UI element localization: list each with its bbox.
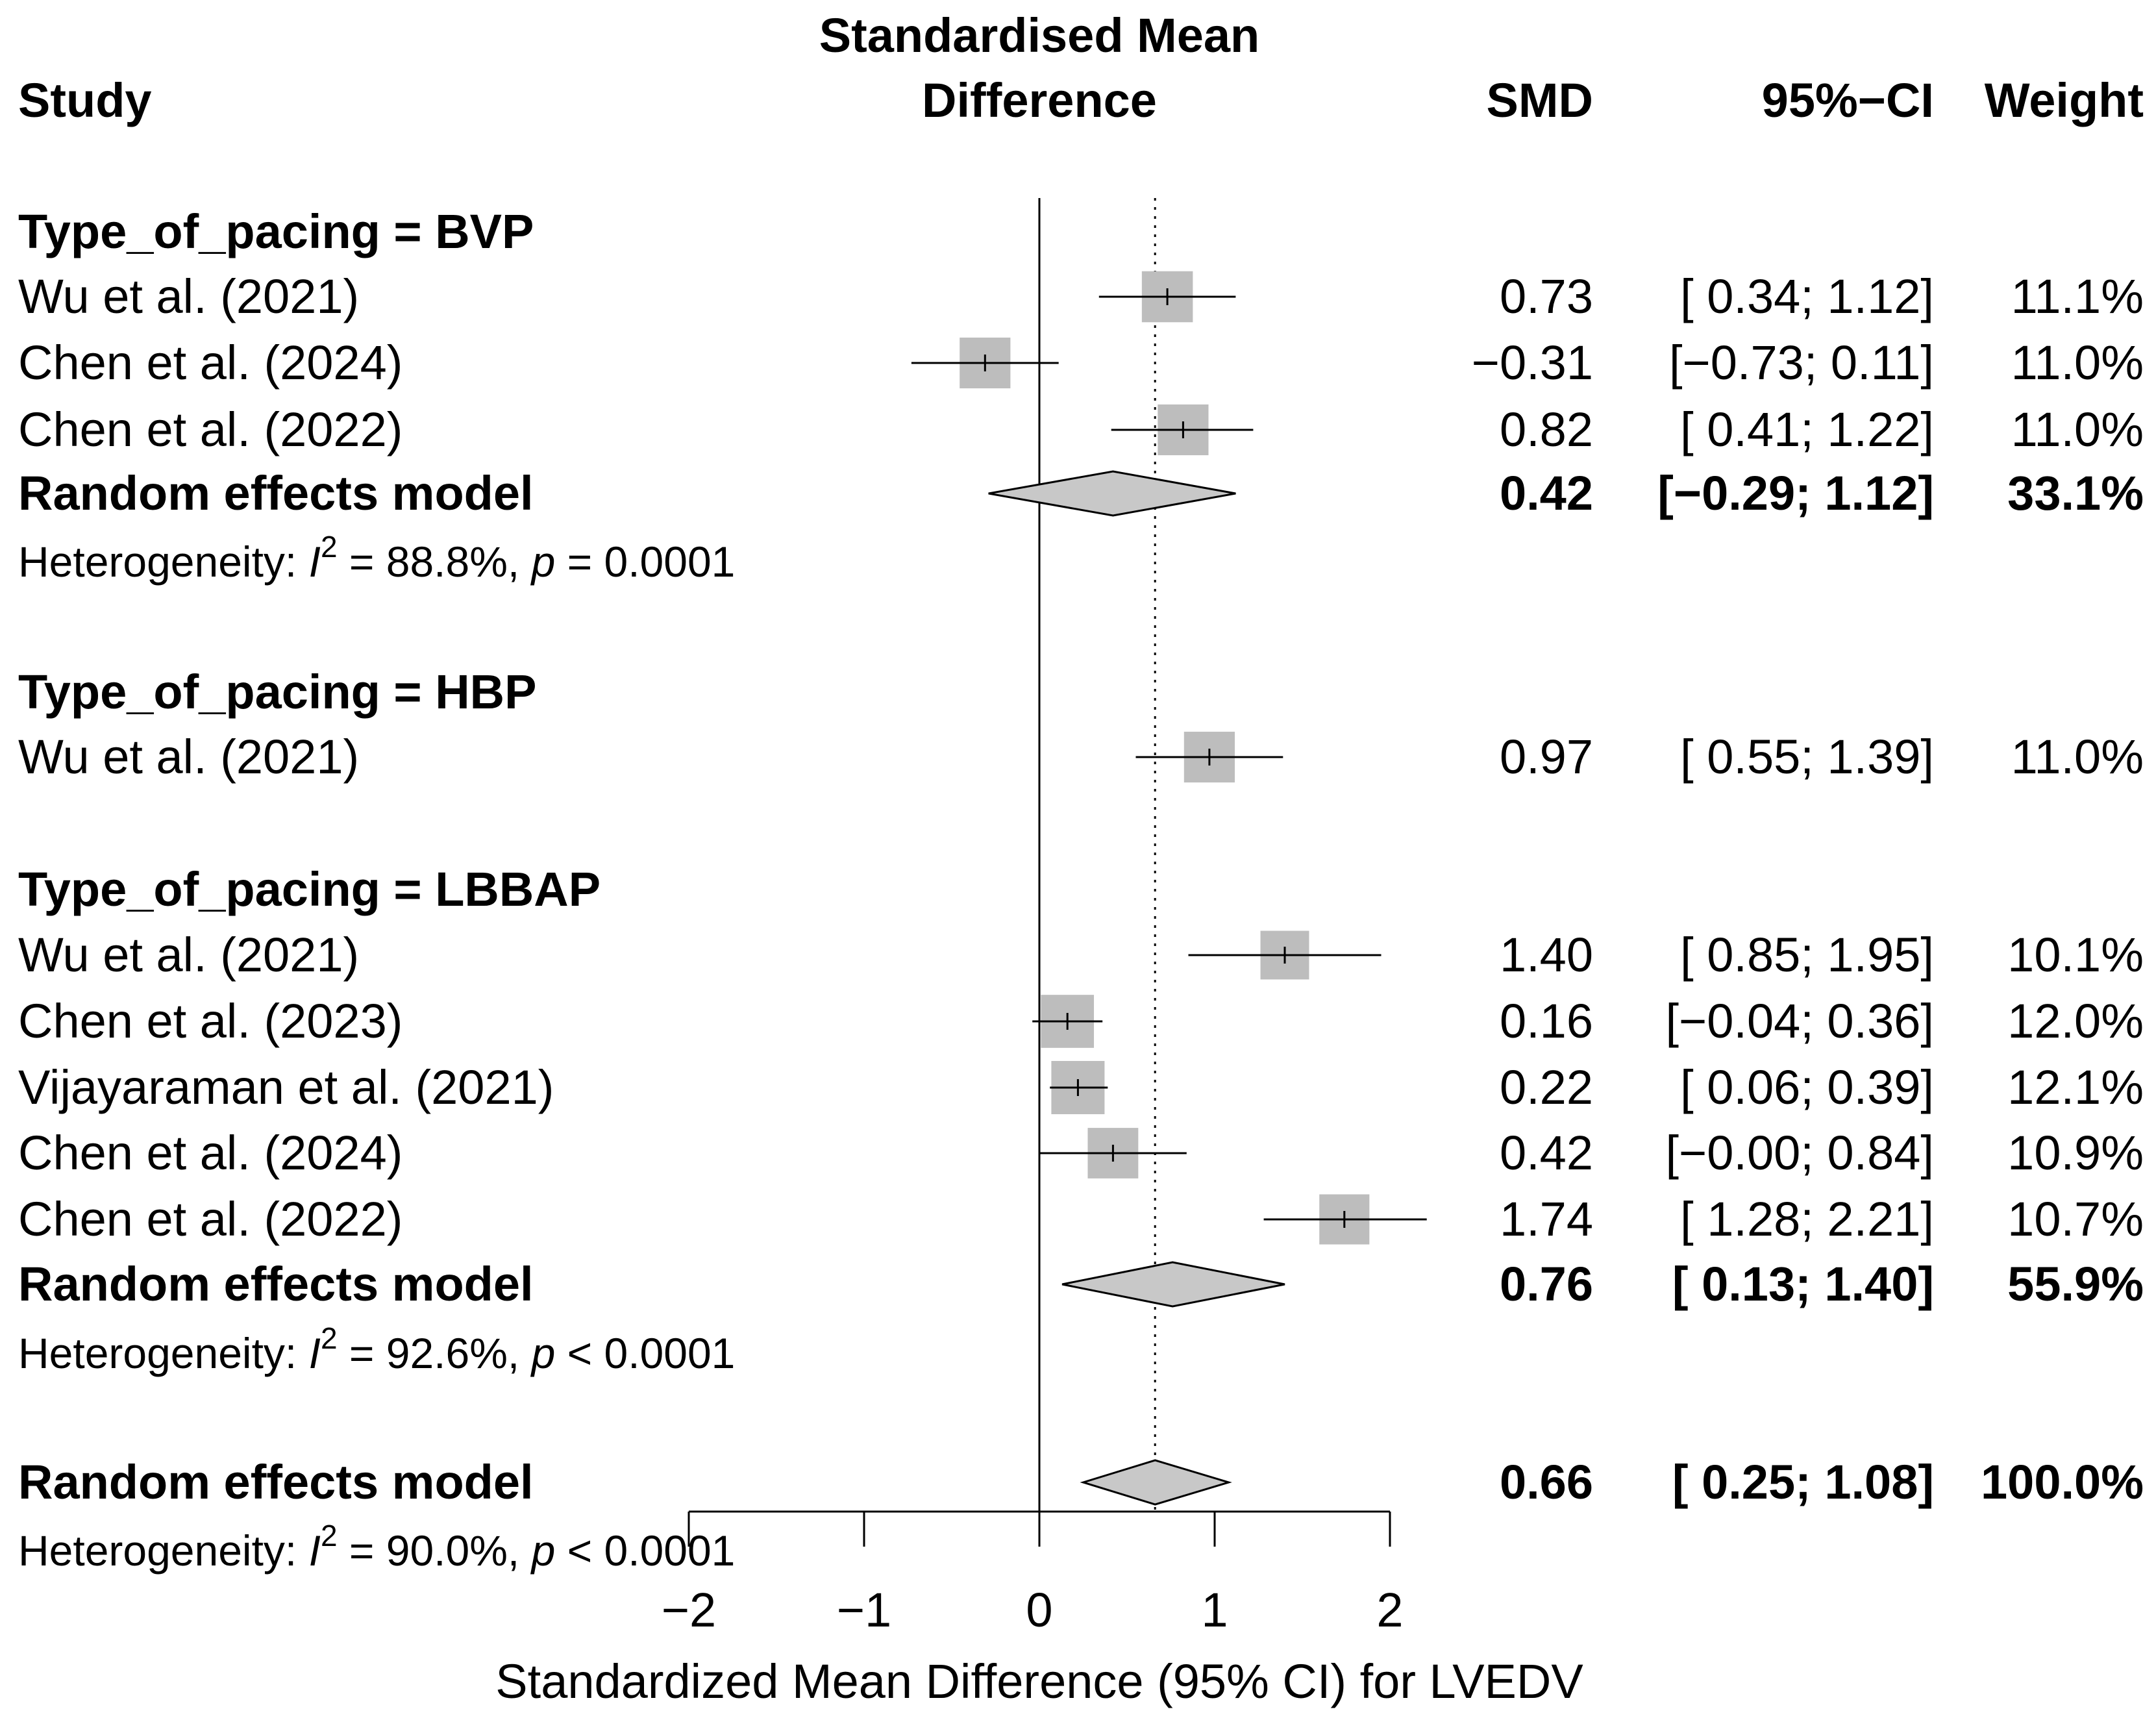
study-2-4-ci: [ 1.28; 2.21] [1680, 1192, 1934, 1246]
pooled-0-label: Random effects model [18, 466, 534, 520]
study-1-0-weight: 11.0% [2011, 730, 2144, 784]
study-2-2-ci: [ 0.06; 0.39] [1680, 1060, 1934, 1114]
pooled-2-weight: 55.9% [2007, 1257, 2144, 1311]
pooled-2-ci: [ 0.13; 1.40] [1672, 1257, 1934, 1311]
reference-lines [688, 198, 1391, 1547]
heterogeneity-2: Heterogeneity: I2 = 92.6%, p < 0.0001 [18, 1321, 735, 1377]
study-0-2-ci: [ 0.41; 1.22] [1680, 403, 1934, 456]
header-smd: SMD [1487, 73, 1593, 127]
heterogeneity-overall: Heterogeneity: I2 = 90.0%, p < 0.0001 [18, 1519, 735, 1575]
study-0-0-smd: 0.73 [1500, 269, 1593, 323]
study-2-1-weight: 12.0% [2007, 994, 2144, 1048]
header-study: Study [18, 73, 152, 127]
study-0-1-ci: [−0.73; 0.11] [1669, 336, 1934, 390]
x-tick-label-4: 2 [1376, 1583, 1403, 1637]
study-0-2-name: Chen et al. (2022) [18, 403, 403, 456]
heterogeneity-part-0: Heterogeneity: [18, 1527, 309, 1575]
study-0-0-name: Wu et al. (2021) [18, 269, 359, 323]
study-2-3-name: Chen et al. (2024) [18, 1126, 403, 1180]
study-2-0-name: Wu et al. (2021) [18, 928, 359, 982]
study-0-2-smd: 0.82 [1500, 403, 1593, 456]
study-2-0-weight: 10.1% [2007, 928, 2144, 982]
study-2-1-name: Chen et al. (2023) [18, 994, 403, 1048]
heterogeneity-part-5: < 0.0001 [555, 1329, 735, 1377]
group-label-2: Type_of_pacing = LBBAP [18, 862, 601, 916]
x-tick-label-3: 1 [1201, 1583, 1228, 1637]
heterogeneity-0: Heterogeneity: I2 = 88.8%, p = 0.0001 [18, 530, 735, 586]
study-2-1-ci: [−0.04; 0.36] [1665, 994, 1934, 1048]
study-2-2-weight: 12.1% [2007, 1060, 2144, 1114]
overall-label: Random effects model [18, 1455, 534, 1509]
header-smd-title-line2: Difference [922, 73, 1157, 127]
heterogeneity-part-4: p [530, 1329, 556, 1377]
x-axis-label: Standardized Mean Difference (95% CI) fo… [495, 1654, 1583, 1708]
study-0-2-weight: 11.0% [2011, 403, 2144, 456]
study-1-0-name: Wu et al. (2021) [18, 730, 359, 784]
heterogeneity-part-4: p [530, 1527, 556, 1575]
study-2-0-smd: 1.40 [1500, 928, 1593, 982]
study-2-3-smd: 0.42 [1500, 1126, 1593, 1180]
heterogeneity-part-4: p [530, 538, 556, 586]
study-2-1-smd: 0.16 [1500, 994, 1593, 1048]
study-0-1-name: Chen et al. (2024) [18, 336, 403, 390]
heterogeneity-part-3: = 92.6%, [338, 1329, 532, 1377]
study-2-4-name: Chen et al. (2022) [18, 1192, 403, 1246]
header-weight: Weight [1985, 73, 2144, 127]
pooled-0-smd: 0.42 [1500, 466, 1593, 520]
overall-ci: [ 0.25; 1.08] [1672, 1455, 1934, 1509]
heterogeneity-part-5: < 0.0001 [555, 1527, 735, 1575]
study-2-3-ci: [−0.00; 0.84] [1665, 1126, 1934, 1180]
heterogeneity-part-2: 2 [321, 1519, 338, 1552]
study-2-3-weight: 10.9% [2007, 1126, 2144, 1180]
study-2-4-weight: 10.7% [2007, 1192, 2144, 1246]
pooled-0-ci: [−0.29; 1.12] [1657, 466, 1934, 520]
heterogeneity-part-3: = 88.8%, [338, 538, 532, 586]
pooled-0-weight: 33.1% [2007, 466, 2144, 520]
pooled-0-diamond [988, 470, 1236, 517]
study-0-1-weight: 11.0% [2011, 336, 2144, 390]
study-0-0-ci: [ 0.34; 1.12] [1680, 269, 1934, 323]
heterogeneity-part-5: = 0.0001 [555, 538, 735, 586]
group-label-1: Type_of_pacing = HBP [18, 665, 536, 719]
x-tick-label-0: −2 [662, 1583, 716, 1637]
heterogeneity-part-1: I [309, 1527, 321, 1575]
heterogeneity-part-0: Heterogeneity: [18, 538, 309, 586]
heterogeneity-part-1: I [309, 1329, 321, 1377]
forest-text: Study Standardised Mean Difference SMD 95%−C… [18, 8, 2144, 1708]
study-2-2-smd: 0.22 [1500, 1060, 1593, 1114]
study-1-0-smd: 0.97 [1500, 730, 1593, 784]
heterogeneity-part-0: Heterogeneity: [18, 1329, 309, 1377]
group-label-0: Type_of_pacing = BVP [18, 205, 534, 258]
study-2-2-name: Vijayaraman et al. (2021) [18, 1060, 554, 1114]
pooled-2-smd: 0.76 [1500, 1257, 1593, 1311]
overall-weight: 100.0% [1981, 1455, 2144, 1509]
heterogeneity-part-2: 2 [321, 1321, 338, 1355]
x-tick-label-2: 0 [1026, 1583, 1052, 1637]
heterogeneity-part-3: = 90.0%, [338, 1527, 532, 1575]
study-0-0-weight: 11.1% [2011, 269, 2144, 323]
study-1-0-ci: [ 0.55; 1.39] [1680, 730, 1934, 784]
heterogeneity-part-2: 2 [321, 530, 338, 564]
pooled-2-label: Random effects model [18, 1257, 534, 1311]
study-0-1-smd: −0.31 [1472, 336, 1593, 390]
study-2-0-ci: [ 0.85; 1.95] [1680, 928, 1934, 982]
forest-marks [911, 271, 1427, 1506]
heterogeneity-part-1: I [309, 538, 321, 586]
overall-smd: 0.66 [1500, 1455, 1593, 1509]
pooled-2-diamond [1061, 1261, 1285, 1308]
study-2-4-smd: 1.74 [1500, 1192, 1593, 1246]
overall-diamond [1080, 1459, 1232, 1506]
header-smd-title-line1: Standardised Mean [819, 8, 1260, 62]
header-ci: 95%−CI [1762, 73, 1934, 127]
x-tick-label-1: −1 [837, 1583, 891, 1637]
